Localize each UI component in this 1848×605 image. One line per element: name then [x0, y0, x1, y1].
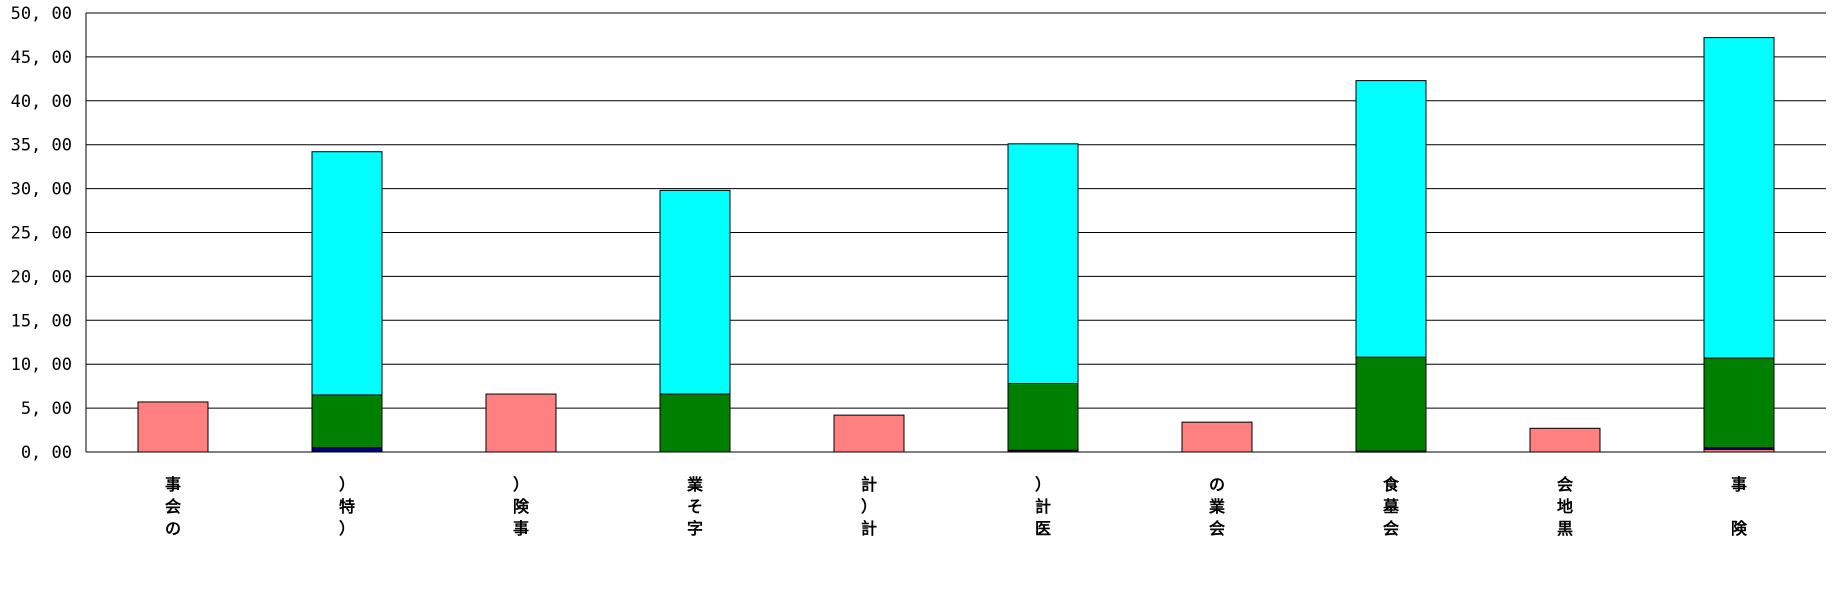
y-axis: 0, 00 5, 00 10, 00 15, 00 20, 00 25, 00 30, 00… — [11, 4, 1826, 463]
y-tick-label: 40, 00 — [11, 92, 72, 112]
y-tick-label: 25, 00 — [11, 224, 72, 244]
bar-segment — [1703, 357, 1775, 449]
x-tick-label: 特 — [339, 497, 355, 516]
y-tick-label: 45, 00 — [11, 48, 72, 68]
x-tick-label: ） — [861, 497, 877, 516]
x-tick-label: ） — [513, 475, 529, 494]
x-tick-label: 会 — [1383, 519, 1399, 538]
x-tick-label: 業 — [686, 475, 704, 494]
bar-segment — [1007, 143, 1079, 385]
x-tick-label: 会 — [165, 497, 181, 516]
x-tick-label: 事 — [165, 475, 181, 494]
bar-segment — [311, 447, 383, 453]
bar-segment — [1355, 80, 1427, 358]
x-tick-label: 黒 — [1557, 519, 1573, 538]
x-tick-label: の — [1209, 475, 1225, 494]
bar-segment — [659, 393, 731, 453]
y-tick-label: 15, 00 — [11, 311, 72, 331]
x-tick-label: 計 — [861, 519, 877, 538]
x-tick-label: ） — [339, 475, 355, 494]
y-tick-label: 5, 00 — [21, 399, 72, 419]
bar-segment — [1703, 37, 1775, 359]
bar-segment — [659, 189, 731, 395]
bar-segment — [1181, 421, 1253, 453]
bar-segment — [137, 401, 209, 453]
x-tick-label: 業 — [1208, 497, 1226, 516]
y-tick-label: 30, 00 — [11, 180, 72, 200]
y-tick-label: 35, 00 — [11, 136, 72, 156]
bar-segment — [833, 414, 905, 453]
x-tick-label: 計 — [1035, 497, 1051, 516]
bar-segment — [311, 394, 383, 449]
x-tick-label: ） — [339, 519, 355, 538]
x-tick-label: 地 — [1557, 497, 1573, 516]
bars — [137, 37, 1775, 453]
x-tick-label: 医 — [1035, 519, 1051, 538]
y-tick-label: 20, 00 — [11, 267, 72, 287]
bar-segment — [1355, 356, 1427, 452]
bar-segment — [485, 393, 557, 453]
x-tick-label: の — [165, 519, 181, 538]
x-tick-label: ） — [1035, 475, 1051, 494]
x-tick-label: そ — [687, 497, 703, 516]
x-tick-label: 墓 — [1382, 497, 1400, 516]
y-tick-label: 10, 00 — [11, 355, 72, 375]
bar-segment — [1529, 427, 1601, 453]
x-tick-label: 険 — [1731, 519, 1748, 538]
x-tick-label: 会 — [1209, 519, 1225, 538]
x-tick-label: 計 — [861, 475, 877, 494]
x-tick-label: 字 — [687, 519, 703, 538]
x-tick-label: 険 — [513, 497, 530, 516]
x-tick-label: 会 — [1557, 475, 1573, 494]
x-tick-label: 食 — [1382, 475, 1400, 494]
x-tick-label: 事 — [1731, 475, 1747, 494]
x-tick-label: 事 — [513, 519, 529, 538]
bar-segment — [311, 151, 383, 396]
y-tick-label: 50, 00 — [11, 4, 72, 24]
bar-segment — [1007, 383, 1079, 451]
y-tick-label: 0, 00 — [21, 443, 72, 463]
